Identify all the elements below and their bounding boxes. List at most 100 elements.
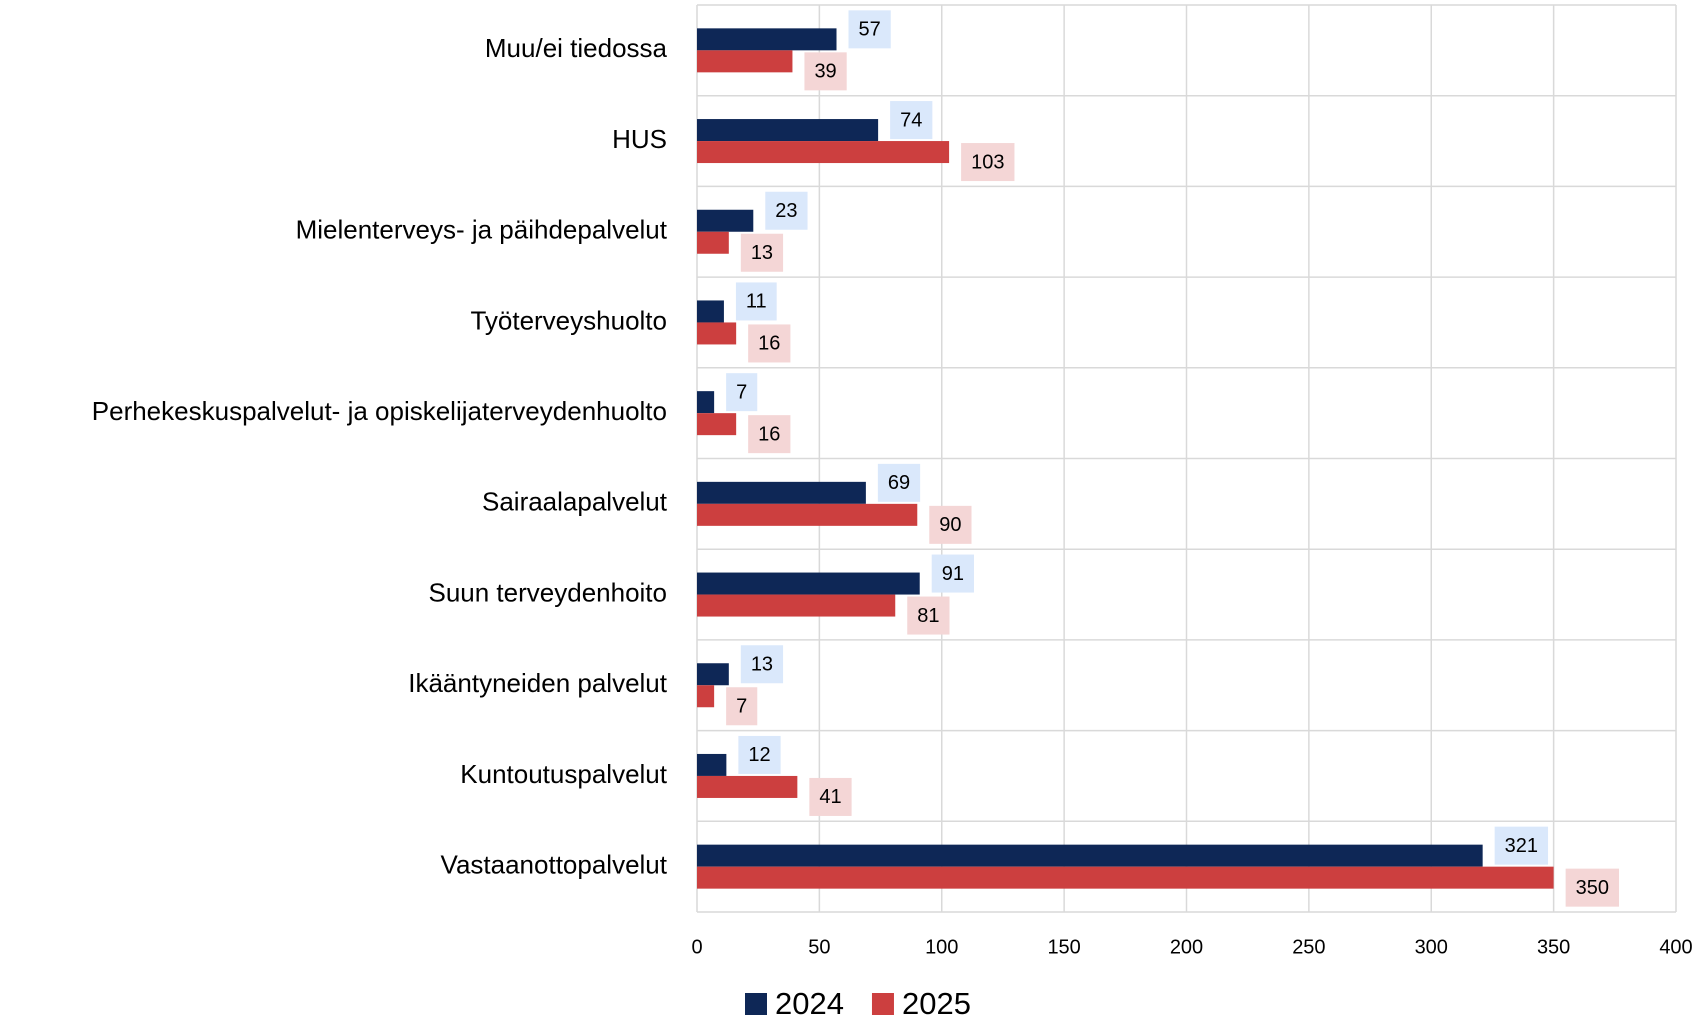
data-label: 90 xyxy=(929,505,972,544)
legend-swatch xyxy=(745,993,767,1015)
bar xyxy=(697,413,737,436)
data-label-text: 81 xyxy=(917,605,939,627)
x-tick-label: 350 xyxy=(1537,936,1570,958)
data-label-bg xyxy=(877,463,921,502)
data-label: 321 xyxy=(1494,826,1549,865)
y-tick-label: Muu/ei tiedossa xyxy=(485,33,668,63)
data-label: 350 xyxy=(1565,868,1619,907)
bar xyxy=(697,300,724,323)
data-label-text: 350 xyxy=(1576,877,1609,899)
data-label: 69 xyxy=(877,463,921,502)
data-label-text: 41 xyxy=(819,786,841,808)
data-label-bg xyxy=(848,10,891,49)
data-label-text: 23 xyxy=(775,200,797,222)
data-label-text: 16 xyxy=(758,423,780,445)
data-label: 91 xyxy=(931,554,974,593)
bar xyxy=(697,663,729,686)
data-label-text: 74 xyxy=(900,109,922,131)
bar xyxy=(697,119,879,142)
data-label-bg xyxy=(740,233,784,272)
legend-label: 2024 xyxy=(775,986,844,1019)
data-label-text: 321 xyxy=(1505,835,1538,857)
data-label-text: 13 xyxy=(751,242,773,264)
data-label: 103 xyxy=(961,143,1015,182)
data-label-text: 103 xyxy=(971,151,1004,173)
y-tick-label: HUS xyxy=(612,124,667,154)
data-label-bg xyxy=(1565,868,1619,907)
data-label: 12 xyxy=(738,735,781,774)
y-tick-label: Vastaanottopalvelut xyxy=(441,850,668,880)
data-label-bg xyxy=(907,596,950,635)
data-label-bg xyxy=(809,777,852,816)
data-label-text: 39 xyxy=(814,61,836,83)
data-label-bg xyxy=(748,415,791,454)
data-label: 13 xyxy=(740,233,784,272)
x-tick-label: 300 xyxy=(1415,936,1448,958)
data-label-bg xyxy=(804,52,847,91)
data-label: 74 xyxy=(890,101,933,140)
bar xyxy=(697,866,1554,889)
bar xyxy=(697,572,920,595)
data-label-bg xyxy=(740,645,784,684)
y-tick-label: Ikääntyneiden palvelut xyxy=(408,668,668,698)
data-label: 7 xyxy=(726,687,758,726)
y-tick-label: Mielenterveys- ja päihdepalvelut xyxy=(296,215,668,245)
x-tick-label: 50 xyxy=(808,936,830,958)
data-label-text: 57 xyxy=(859,19,881,41)
bar xyxy=(697,753,727,776)
data-label-bg xyxy=(726,373,758,412)
data-label: 23 xyxy=(765,191,808,230)
bar xyxy=(697,28,837,51)
legend-label: 2025 xyxy=(902,986,971,1019)
data-label: 57 xyxy=(848,10,891,49)
data-label-text: 13 xyxy=(751,654,773,676)
data-label-bg xyxy=(890,101,933,140)
y-tick-label: Suun terveydenhoito xyxy=(428,577,667,607)
bar xyxy=(697,481,866,504)
data-label-bg xyxy=(765,191,808,230)
data-label-bg xyxy=(748,324,791,363)
x-tick-label: 200 xyxy=(1170,936,1203,958)
data-label-bg xyxy=(726,687,758,726)
bar xyxy=(697,231,729,254)
x-tick-label: 250 xyxy=(1292,936,1325,958)
data-label: 13 xyxy=(740,645,784,684)
bar xyxy=(697,775,798,798)
data-label: 39 xyxy=(804,52,847,91)
data-label: 16 xyxy=(748,415,791,454)
data-label-bg xyxy=(961,143,1015,182)
bar xyxy=(697,391,715,414)
bar xyxy=(697,209,754,232)
data-label: 16 xyxy=(748,324,791,363)
data-label: 11 xyxy=(735,282,777,321)
data-label-text: 12 xyxy=(748,744,770,766)
x-tick-label: 100 xyxy=(925,936,958,958)
bar xyxy=(697,685,715,708)
data-label-text: 69 xyxy=(888,472,910,494)
data-label-text: 7 xyxy=(736,696,747,718)
data-label-text: 7 xyxy=(736,381,747,403)
data-label-text: 90 xyxy=(939,514,961,536)
y-tick-label: Työterveyshuolto xyxy=(470,305,667,335)
bar xyxy=(697,503,918,526)
data-label-bg xyxy=(735,282,777,321)
data-label-text: 16 xyxy=(758,333,780,355)
x-tick-label: 150 xyxy=(1047,936,1080,958)
bar xyxy=(697,141,950,164)
data-label: 7 xyxy=(726,373,758,412)
data-label-bg xyxy=(931,554,974,593)
data-label: 81 xyxy=(907,596,950,635)
bar xyxy=(697,50,793,73)
data-label: 41 xyxy=(809,777,852,816)
data-label-bg xyxy=(929,505,972,544)
data-label-text: 11 xyxy=(746,291,767,313)
data-label-text: 91 xyxy=(942,563,964,585)
bar xyxy=(697,844,1483,867)
data-label-bg xyxy=(1494,826,1549,865)
x-tick-label: 400 xyxy=(1659,936,1692,958)
y-tick-label: Kuntoutuspalvelut xyxy=(460,759,667,789)
legend-swatch xyxy=(871,993,894,1015)
y-tick-label: Perhekeskuspalvelut- ja opiskelijatervey… xyxy=(92,396,667,426)
data-label-bg xyxy=(738,735,781,774)
